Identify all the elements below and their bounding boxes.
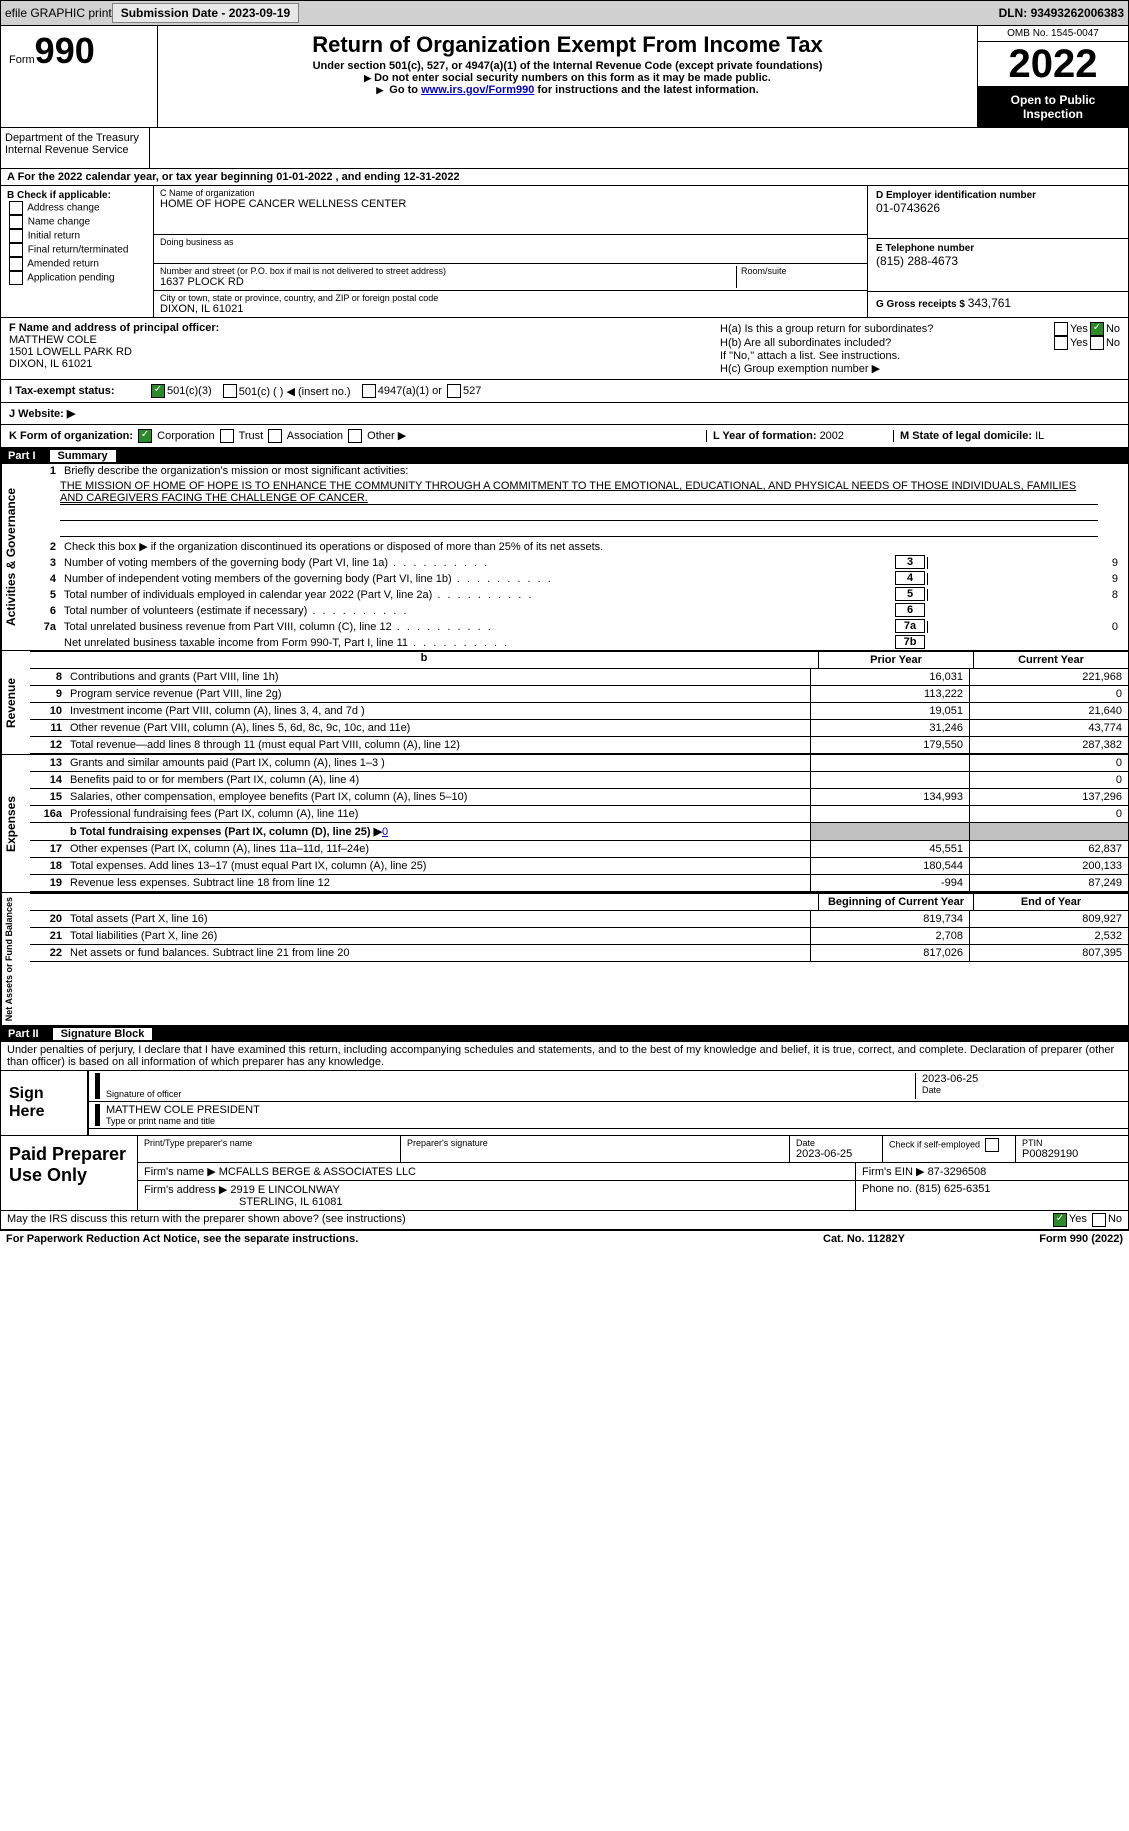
year-cell: OMB No. 1545-0047 2022 Open to Public In… xyxy=(977,26,1128,127)
mission-text: THE MISSION OF HOME OF HOPE IS TO ENHANC… xyxy=(60,480,1098,505)
firm-phone: (815) 625-6351 xyxy=(915,1183,990,1195)
col-d-e-g: D Employer identification number 01-0743… xyxy=(867,186,1128,317)
prep-date: 2023-06-25 xyxy=(796,1148,852,1160)
k-l-m-row: K Form of organization: ✓ Corporation Tr… xyxy=(0,425,1129,448)
org-street: 1637 PLOCK RD xyxy=(160,276,736,288)
perjury-statement: Under penalties of perjury, I declare th… xyxy=(0,1042,1129,1071)
row-a-tax-year: A For the 2022 calendar year, or tax yea… xyxy=(0,169,1129,186)
table-row: 11Other revenue (Part VIII, column (A), … xyxy=(30,720,1128,737)
cb-assoc[interactable] xyxy=(268,429,282,443)
dept-treasury: Department of the TreasuryInternal Reven… xyxy=(1,128,150,168)
table-row: 9Program service revenue (Part VIII, lin… xyxy=(30,686,1128,703)
cb-trust[interactable] xyxy=(220,429,234,443)
table-row: 22Net assets or fund balances. Subtract … xyxy=(30,945,1128,962)
firm-addr: 2919 E LINCOLNWAY xyxy=(230,1184,339,1196)
hb-no[interactable] xyxy=(1090,336,1104,350)
firm-name: MCFALLS BERGE & ASSOCIATES LLC xyxy=(219,1166,416,1178)
sign-here-block: Sign Here Signature of officer 2023-06-2… xyxy=(0,1071,1129,1136)
table-row: 8Contributions and grants (Part VIII, li… xyxy=(30,669,1128,686)
form-number-cell: Form990 xyxy=(1,26,158,127)
discuss-yes[interactable]: ✓ xyxy=(1053,1213,1067,1227)
cb-name-change[interactable]: Name change xyxy=(7,215,147,229)
form-title: Return of Organization Exempt From Incom… xyxy=(166,32,969,58)
table-row: 17Other expenses (Part IX, column (A), l… xyxy=(30,841,1128,858)
l16b-val: 0 xyxy=(382,826,388,838)
cb-final-return[interactable]: Final return/terminated xyxy=(7,243,147,257)
subtitle: Under section 501(c), 527, or 4947(a)(1)… xyxy=(166,60,969,72)
cb-4947[interactable] xyxy=(362,384,376,398)
table-row: 13Grants and similar amounts paid (Part … xyxy=(30,755,1128,772)
cb-501c3[interactable]: ✓ xyxy=(151,384,165,398)
gross-receipts: 343,761 xyxy=(968,296,1011,310)
top-bar: efile GRAPHIC print Submission Date - 20… xyxy=(0,0,1129,26)
table-row: 19Revenue less expenses. Subtract line 1… xyxy=(30,875,1128,892)
part2-header: Part II Signature Block xyxy=(0,1026,1129,1042)
paid-preparer-block: Paid Preparer Use Only Print/Type prepar… xyxy=(0,1136,1129,1211)
section-b-c-d-e-g: B Check if applicable: Address change Na… xyxy=(0,186,1129,318)
cb-initial-return[interactable]: Initial return xyxy=(7,229,147,243)
omb-number: OMB No. 1545-0047 xyxy=(978,26,1128,42)
note-ssn: Do not enter social security numbers on … xyxy=(166,72,969,84)
firm-ein: 87-3296508 xyxy=(928,1166,987,1178)
expenses-section: Expenses 13Grants and similar amounts pa… xyxy=(0,755,1129,893)
ha-yes[interactable] xyxy=(1054,322,1068,336)
col-c-name-addr: C Name of organization HOME OF HOPE CANC… xyxy=(153,186,867,317)
cb-amended[interactable]: Amended return xyxy=(7,257,147,271)
table-row: 14Benefits paid to or for members (Part … xyxy=(30,772,1128,789)
section-f-h: F Name and address of principal officer:… xyxy=(0,318,1129,380)
h-questions: H(a) Is this a group return for subordin… xyxy=(712,318,1128,379)
submission-date-btn[interactable]: Submission Date - 2023-09-19 xyxy=(112,3,299,23)
table-row: 12Total revenue—add lines 8 through 11 (… xyxy=(30,737,1128,754)
org-name: HOME OF HOPE CANCER WELLNESS CENTER xyxy=(160,198,861,210)
ha-no[interactable]: ✓ xyxy=(1090,322,1104,336)
activities-governance: Activities & Governance 1Briefly describ… xyxy=(0,464,1129,651)
officer-name: MATTHEW COLE PRESIDENT xyxy=(106,1104,1122,1116)
cb-self-employed[interactable] xyxy=(985,1138,999,1152)
ptin: P00829190 xyxy=(1022,1148,1078,1160)
ein: 01-0743626 xyxy=(876,201,1120,215)
website-row: J Website: ▶ xyxy=(0,403,1129,425)
l3-val: 9 xyxy=(927,557,1124,569)
discuss-no[interactable] xyxy=(1092,1213,1106,1227)
col-b-checkboxes: B Check if applicable: Address change Na… xyxy=(1,186,153,317)
table-row: 20Total assets (Part X, line 16)819,7348… xyxy=(30,911,1128,928)
cb-corp[interactable]: ✓ xyxy=(138,429,152,443)
telephone: (815) 288-4673 xyxy=(876,254,1120,268)
net-assets-section: Net Assets or Fund Balances Beginning of… xyxy=(0,893,1129,1026)
table-row: 16aProfessional fundraising fees (Part I… xyxy=(30,806,1128,823)
may-discuss-row: May the IRS discuss this return with the… xyxy=(0,1211,1129,1230)
hb-yes[interactable] xyxy=(1054,336,1068,350)
table-row: 18Total expenses. Add lines 13–17 (must … xyxy=(30,858,1128,875)
efile-label: efile GRAPHIC print xyxy=(5,6,112,20)
cb-501c[interactable] xyxy=(223,384,237,398)
tax-exempt-status: I Tax-exempt status: ✓ 501(c)(3) 501(c) … xyxy=(0,380,1129,403)
l5-val: 8 xyxy=(927,589,1124,601)
cb-527[interactable] xyxy=(447,384,461,398)
footer: For Paperwork Reduction Act Notice, see … xyxy=(0,1230,1129,1247)
principal-officer: F Name and address of principal officer:… xyxy=(1,318,712,379)
table-row: 21Total liabilities (Part X, line 26)2,7… xyxy=(30,928,1128,945)
state-domicile: IL xyxy=(1035,430,1044,442)
note-link: Go to www.irs.gov/Form990 for instructio… xyxy=(166,84,969,96)
cb-address-change[interactable]: Address change xyxy=(7,201,147,215)
cb-app-pending[interactable]: Application pending xyxy=(7,271,147,285)
revenue-section: Revenue bPrior YearCurrent Year 8Contrib… xyxy=(0,651,1129,755)
form-header: Form990 Return of Organization Exempt Fr… xyxy=(0,26,1129,128)
table-row: 15Salaries, other compensation, employee… xyxy=(30,789,1128,806)
year-formation: 2002 xyxy=(820,430,844,442)
table-row: 10Investment income (Part VIII, column (… xyxy=(30,703,1128,720)
org-city: DIXON, IL 61021 xyxy=(160,303,861,315)
cb-other[interactable] xyxy=(348,429,362,443)
l7a-val: 0 xyxy=(927,621,1124,633)
sig-date: 2023-06-25 xyxy=(922,1073,978,1085)
inspection-badge: Open to Public Inspection xyxy=(978,87,1128,127)
part1-header: Part I Summary xyxy=(0,448,1129,464)
tax-year: 2022 xyxy=(978,42,1128,87)
dln-label: DLN: 93493262006383 xyxy=(999,6,1124,20)
title-cell: Return of Organization Exempt From Incom… xyxy=(158,26,977,127)
irs-link[interactable]: www.irs.gov/Form990 xyxy=(421,84,534,96)
l4-val: 9 xyxy=(927,573,1124,585)
